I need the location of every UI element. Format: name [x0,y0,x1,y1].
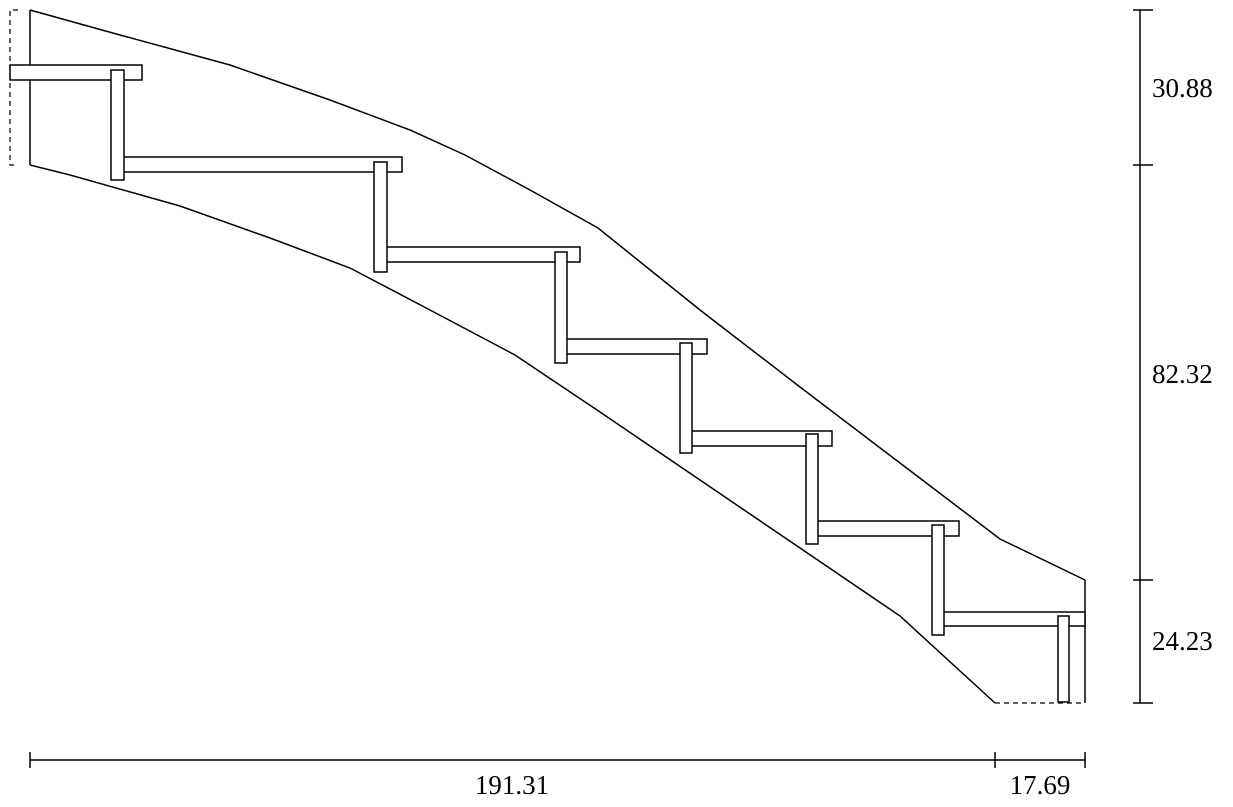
dimension-bottom-label: 24.23 [1152,626,1213,656]
risers [110,69,1070,703]
riser-6 [931,524,945,636]
dashed-boundaries [9,9,1085,704]
treads [9,64,1086,627]
dimension-main-label: 191.31 [475,770,549,800]
riser-2 [373,161,388,273]
stringer-top-edge [29,9,1086,581]
vertical-dimension [1133,9,1153,704]
riser-3 [554,251,568,364]
riser-1 [110,69,125,181]
dimension-middle-label: 82.32 [1152,359,1213,389]
stringer-outline [29,9,1086,704]
tread-1 [9,64,143,81]
riser-5 [805,433,819,545]
stringer-bottom-edge [29,164,996,704]
tread-2 [122,156,403,173]
riser-4 [679,342,693,454]
dimension-end-label: 17.69 [1010,770,1071,800]
horizontal-dimension [29,752,1086,768]
riser-7 [1057,615,1070,703]
dimension-top-label: 30.88 [1152,73,1213,103]
left-dashed-bracket [9,9,18,166]
tread-3 [385,246,581,263]
